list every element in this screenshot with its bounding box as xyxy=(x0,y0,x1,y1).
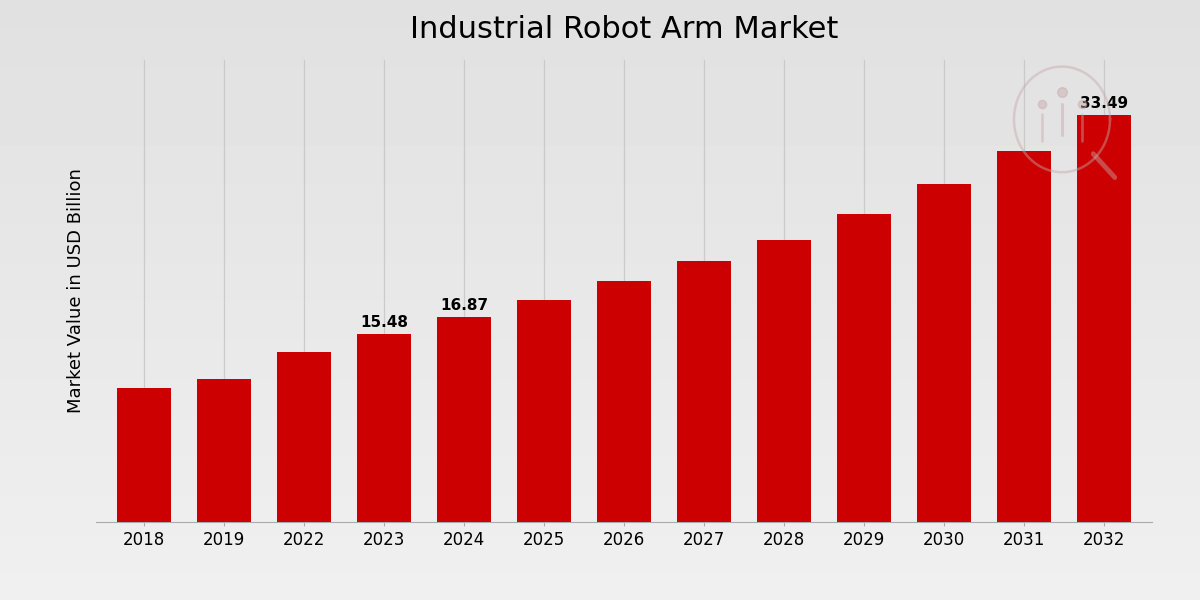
Bar xyxy=(517,299,571,522)
Bar xyxy=(917,184,971,522)
Bar xyxy=(1076,115,1132,522)
Bar xyxy=(757,240,811,522)
Bar xyxy=(116,388,172,522)
Bar xyxy=(596,281,652,522)
Text: 15.48: 15.48 xyxy=(360,315,408,330)
Bar xyxy=(836,214,892,522)
Title: Industrial Robot Arm Market: Industrial Robot Arm Market xyxy=(410,15,838,44)
Bar xyxy=(997,151,1051,522)
Bar xyxy=(356,334,412,522)
Text: 33.49: 33.49 xyxy=(1080,96,1128,111)
Bar xyxy=(677,260,731,522)
Text: 16.87: 16.87 xyxy=(440,298,488,313)
Bar xyxy=(197,379,251,522)
Bar xyxy=(277,352,331,522)
Bar xyxy=(437,317,491,522)
Y-axis label: Market Value in USD Billion: Market Value in USD Billion xyxy=(67,169,85,413)
